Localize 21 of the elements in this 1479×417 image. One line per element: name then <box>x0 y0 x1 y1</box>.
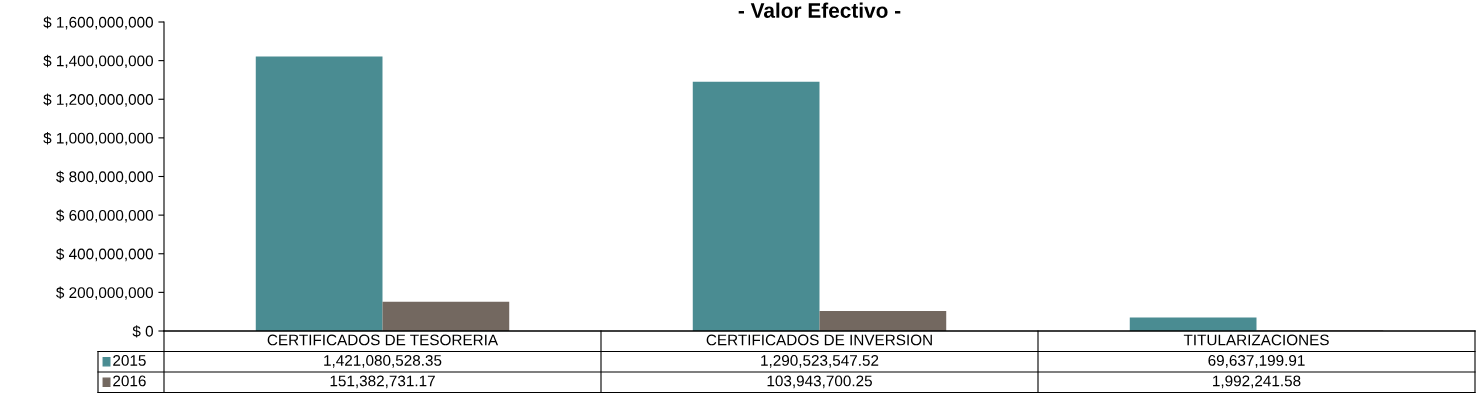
y-tick-label: $ 1,600,000,000 <box>43 16 153 30</box>
data-label: 1,992,241.58 <box>1213 375 1301 389</box>
y-tick-label: $ 1,000,000,000 <box>43 132 153 146</box>
x-tick-label: TITULARIZACIONES <box>1183 334 1329 346</box>
y-tick-label: $ 400,000,000 <box>56 247 153 262</box>
legend-label: 2016 <box>113 375 146 387</box>
x-tick-label: CERTIFICADOS DE INVERSION <box>706 334 932 346</box>
data-label: 1,421,080,528.35 <box>324 355 442 368</box>
data-label: 151,382,731.17 <box>330 375 435 389</box>
data-label: 69,637,199.91 <box>1208 355 1305 368</box>
y-tick-label: $ 1,200,000,000 <box>43 93 153 107</box>
y-tick-label: $ 600,000,000 <box>56 209 153 223</box>
y-tick-label: $ 800,000,000 <box>56 170 153 184</box>
y-tick-label: $ 200,000,000 <box>56 286 153 300</box>
data-label: 1,290,523,547.52 <box>761 355 879 368</box>
data-label: 103,943,700.25 <box>767 375 872 389</box>
y-tick-label: $ 1,400,000,000 <box>43 54 153 69</box>
y-tick-label: $ 0 <box>132 325 153 338</box>
x-tick-label: CERTIFICADOS DE TESORERIA <box>267 334 499 346</box>
legend-label: 2015 <box>113 355 146 366</box>
chart-title: - Valor Efectivo - <box>738 2 901 18</box>
